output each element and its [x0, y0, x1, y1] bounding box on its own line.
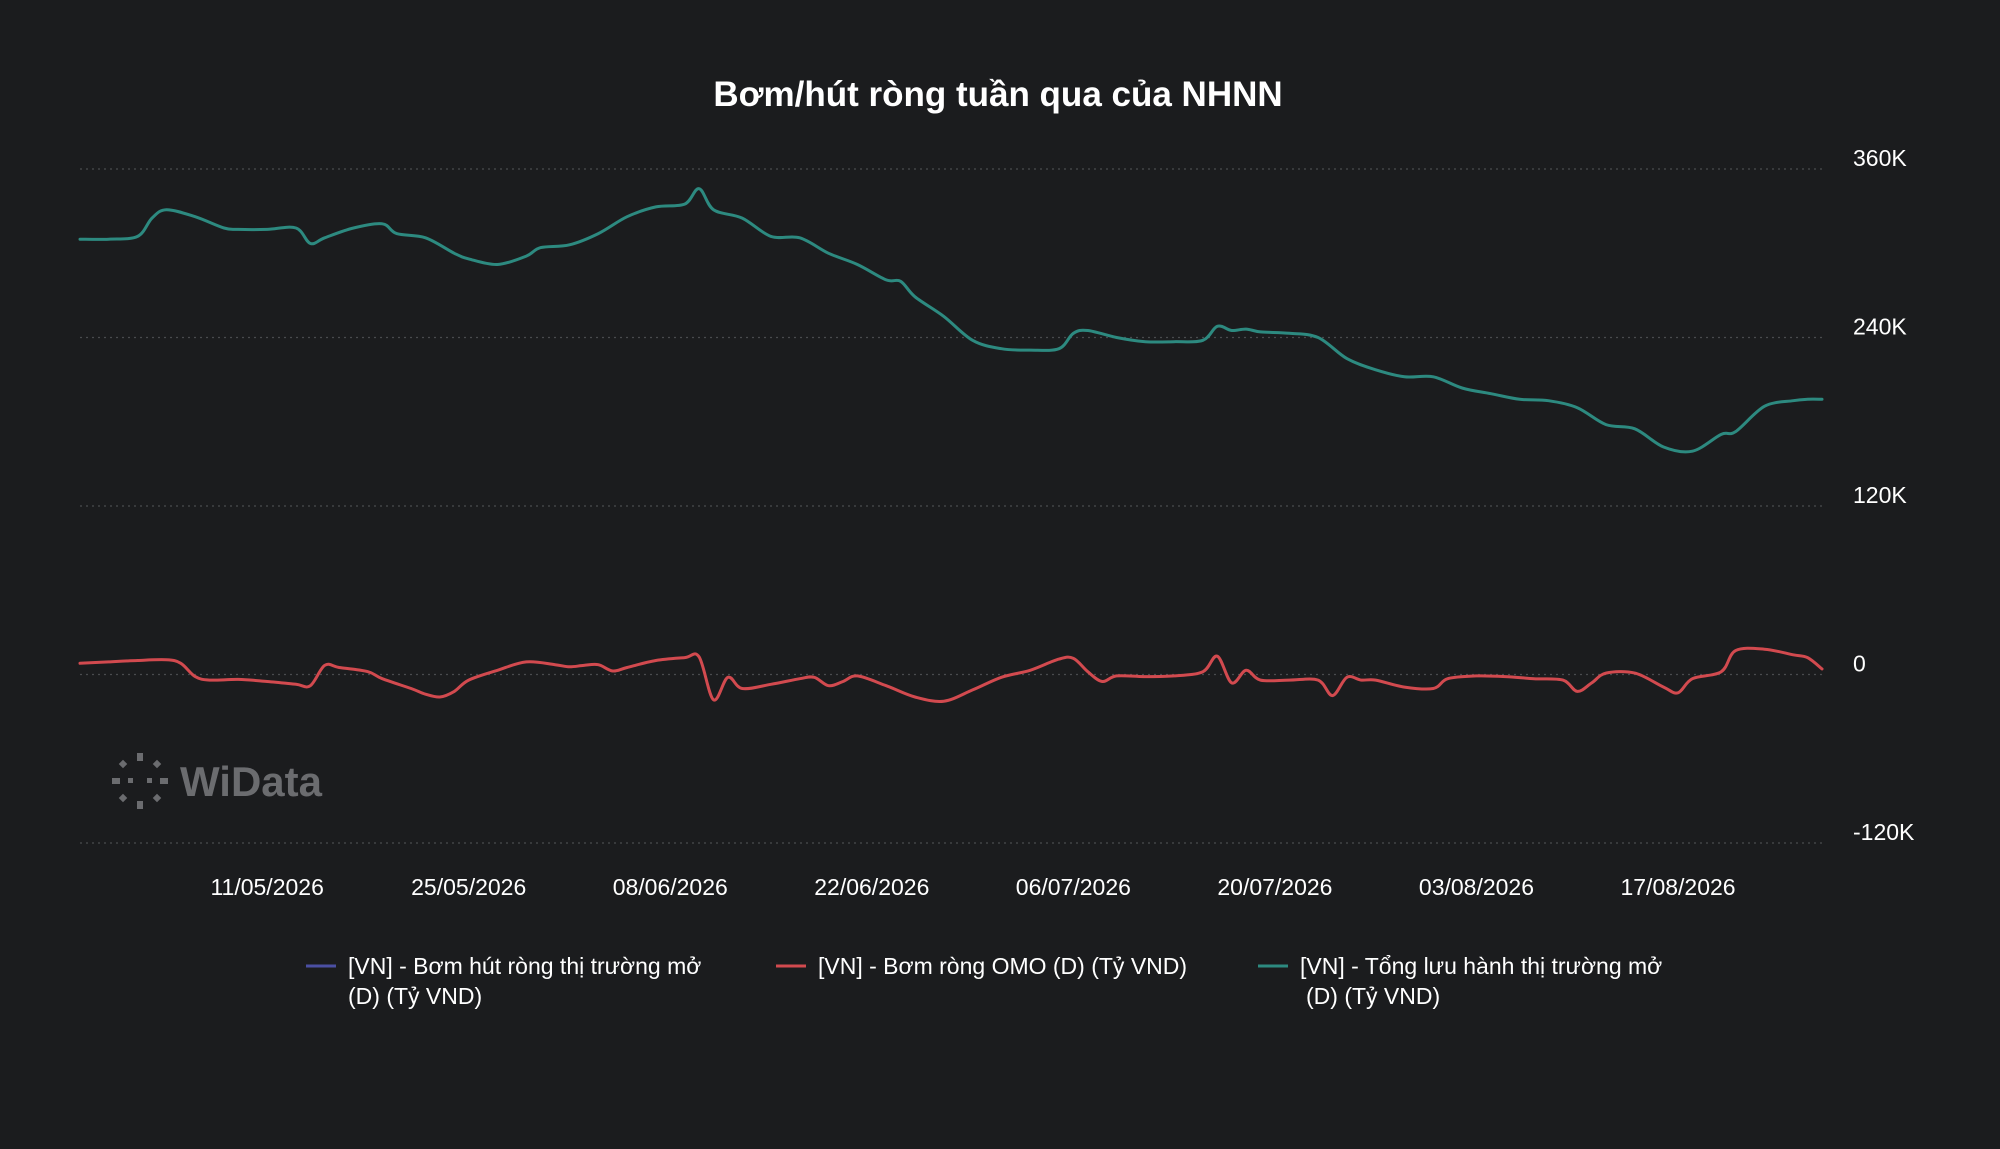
x-tick-label: 25/05/2026	[411, 874, 526, 900]
x-tick-label: 06/07/2026	[1016, 874, 1131, 900]
legend[interactable]: [VN] - Bơm hút ròng thị trường mở (D) (Tỷ…	[306, 953, 1662, 1009]
y-tick-label: 0	[1853, 651, 1866, 677]
x-tick-label: 22/06/2026	[814, 874, 929, 900]
watermark-text: WiData	[180, 758, 323, 805]
legend-label: [VN] - Bơm hút ròng thị trường mở (D) (Tỷ…	[348, 953, 701, 1009]
chart-title: Bơm/hút ròng tuần qua của NHNN	[713, 75, 1282, 114]
x-axis-ticks: 11/05/2026 25/05/2026 08/06/2026 22/06/2026…	[210, 874, 1735, 900]
series-line-2	[78, 187, 1824, 454]
x-tick-label: 20/07/2026	[1217, 874, 1332, 900]
watermark-logo: WiData	[112, 753, 323, 809]
y-tick-label: 360K	[1853, 145, 1907, 171]
legend-item-1[interactable]: [VN] - Bơm ròng OMO (D) (Tỷ VND)	[776, 953, 1187, 979]
x-tick-label: 03/08/2026	[1419, 874, 1534, 900]
legend-label: [VN] - Bơm ròng OMO (D) (Tỷ VND)	[818, 953, 1187, 979]
series-lines	[78, 187, 1824, 703]
y-tick-label: -120K	[1853, 819, 1915, 845]
x-tick-label: 08/06/2026	[613, 874, 728, 900]
x-tick-label: 11/05/2026	[210, 874, 323, 900]
series-line-1	[78, 646, 1824, 703]
legend-label: [VN] - Tổng lưu hành thị trường mở (D) (T…	[1300, 953, 1662, 1009]
widata-logo-icon	[112, 753, 168, 809]
grid-lines	[80, 168, 1822, 844]
y-tick-label: 240K	[1853, 314, 1907, 340]
x-tick-label: 17/08/2026	[1620, 874, 1735, 900]
y-tick-label: 120K	[1853, 482, 1907, 508]
y-axis-ticks: 360K 240K 120K 0 -120K	[1853, 145, 1915, 845]
legend-item-0[interactable]: [VN] - Bơm hút ròng thị trường mở (D) (Tỷ…	[306, 953, 701, 1009]
legend-item-2[interactable]: [VN] - Tổng lưu hành thị trường mở (D) (T…	[1258, 953, 1662, 1009]
